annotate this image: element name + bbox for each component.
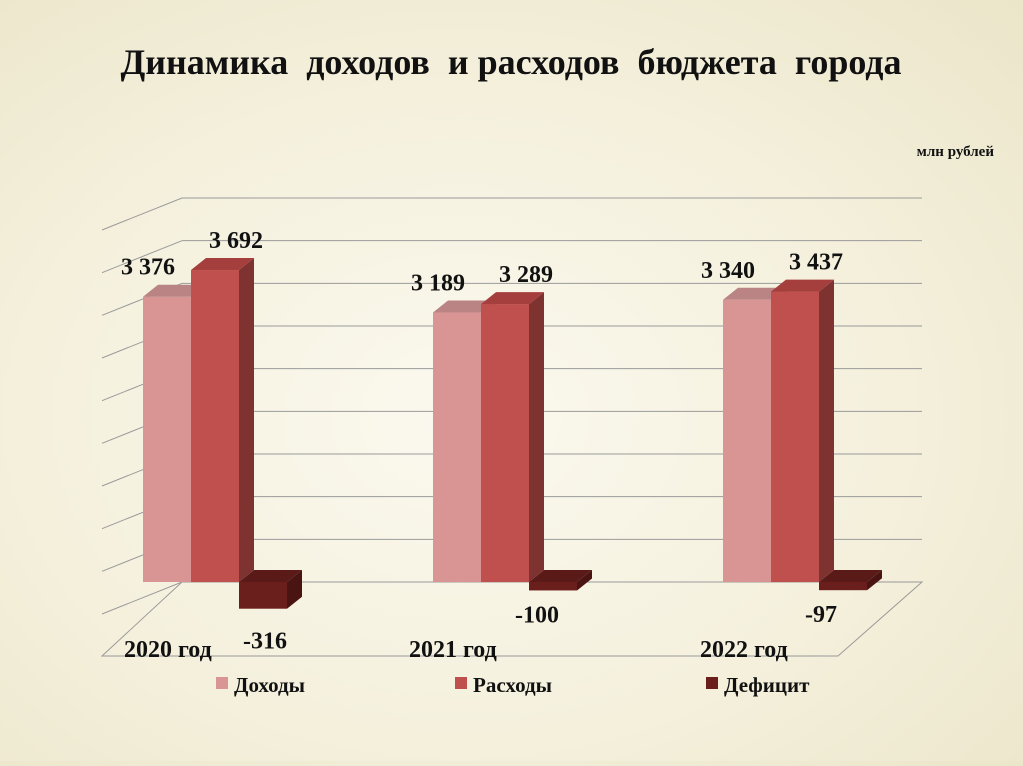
bar-front (481, 304, 529, 582)
bar-top (529, 570, 592, 582)
data-label-1-2: 3 189 (411, 271, 465, 297)
legend-swatch (455, 677, 467, 689)
data-label-3-1: -316 (243, 629, 287, 655)
chart-title: Динамика доходов и расходов бюджета горо… (120, 42, 901, 82)
bar-front (723, 299, 771, 582)
bar-top (771, 279, 834, 292)
category-label-1: 2020 год (124, 637, 212, 663)
legend-swatch (706, 677, 718, 689)
bar-2-1 (191, 258, 254, 582)
bar-top (143, 284, 206, 297)
bar-top (819, 570, 882, 582)
data-label-2-2: 3 289 (499, 262, 553, 288)
bar-3-3 (819, 570, 882, 591)
bar-side (867, 570, 882, 591)
bar-side (819, 279, 834, 582)
legend-label: Расходы (473, 673, 552, 697)
bar-front (143, 296, 191, 582)
bar-top (481, 292, 544, 305)
category-label-3: 2022 год (700, 637, 788, 663)
bar-top (239, 570, 302, 582)
bar-2-2 (481, 292, 544, 582)
bar-3-2 (529, 570, 592, 591)
bar-front (771, 291, 819, 582)
category-label-2: 2021 год (409, 637, 497, 663)
chart-category-labels: 2020 год 2021 год 2022 год (124, 637, 788, 663)
legend-swatch (216, 677, 228, 689)
bar-side (239, 258, 254, 582)
bar-side (287, 570, 302, 609)
bar-side (577, 570, 592, 591)
gridline-left-8 (101, 240, 183, 274)
legend-item-3: Дефицит (706, 673, 810, 697)
legend-label: Доходы (234, 673, 305, 697)
chart-bars (143, 258, 882, 609)
bar-top (191, 258, 254, 271)
chart-floor (100, 581, 924, 657)
data-label-1-3: 3 340 (701, 258, 755, 284)
bar-front (433, 312, 481, 582)
bar-3-1 (239, 570, 302, 609)
bar-side (529, 292, 544, 582)
legend-item-2: Расходы (455, 673, 552, 697)
data-label-3-3: -97 (805, 602, 837, 628)
data-label-2-1: 3 692 (209, 228, 263, 254)
bar-2-3 (771, 279, 834, 582)
unit-label: млн рублей (917, 144, 995, 160)
chart-data-labels: 3 376 3 189 3 340 3 692 3 289 3 437 -316 -100 -9… (121, 228, 843, 655)
bar-top (723, 287, 786, 300)
data-label-3-2: -100 (515, 602, 559, 628)
bar-front (239, 582, 287, 609)
data-label-1-1: 3 376 (121, 255, 175, 281)
bar-top (433, 300, 496, 313)
legend-item-1: Доходы (216, 673, 305, 697)
chart-legend: Доходы Расходы Дефицит (216, 673, 810, 697)
legend-label: Дефицит (724, 673, 810, 697)
data-label-2-3: 3 437 (789, 250, 843, 276)
bar-front (191, 270, 239, 582)
gridline-left-0 (101, 581, 183, 615)
gridline-left-9 (101, 197, 183, 231)
bar-front (529, 582, 577, 591)
bar-front (819, 582, 867, 591)
